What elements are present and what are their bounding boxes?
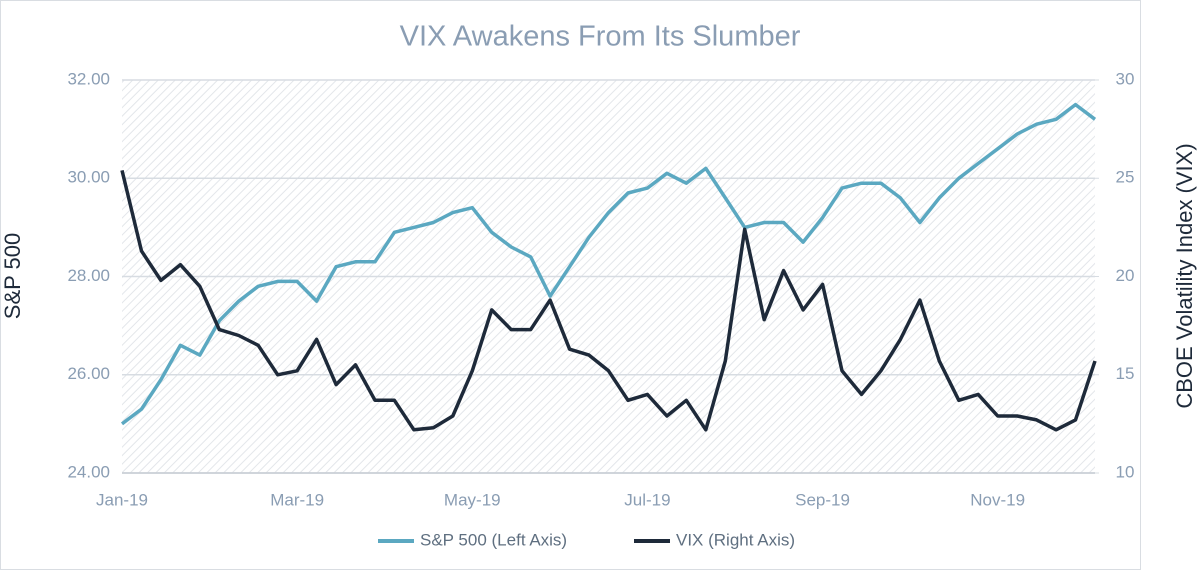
x-tick-label: May-19 [444,490,501,509]
y-tick-label: 24.00 [67,462,110,481]
y2-tick-label: 30 [1116,69,1135,88]
y2-axis-title: CBOE Volatility Index (VIX) [1172,143,1197,408]
y-tick-label: 32.00 [67,69,110,88]
y2-tick-label: 15 [1116,364,1135,383]
legend-label: VIX (Right Axis) [676,530,795,549]
y-axis-title: S&P 500 [0,233,25,319]
x-tick-label: Jan-19 [96,490,148,509]
y2-tick-label: 10 [1116,462,1135,481]
chart-title: VIX Awakens From Its Slumber [400,21,801,53]
y-tick-label: 28.00 [67,266,110,285]
x-tick-label: Sep-19 [795,490,850,509]
y2-tick-label: 20 [1116,266,1135,285]
y-tick-label: 26.00 [67,364,110,383]
x-tick-label: Jul-19 [624,490,670,509]
x-tick-label: Nov-19 [970,490,1025,509]
series-line [120,169,1097,432]
y-tick-label: 30.00 [67,168,110,187]
series-line [120,102,1097,426]
y2-tick-label: 25 [1116,168,1135,187]
x-tick-label: Mar-19 [270,490,324,509]
legend-label: S&P 500 (Left Axis) [420,530,567,549]
